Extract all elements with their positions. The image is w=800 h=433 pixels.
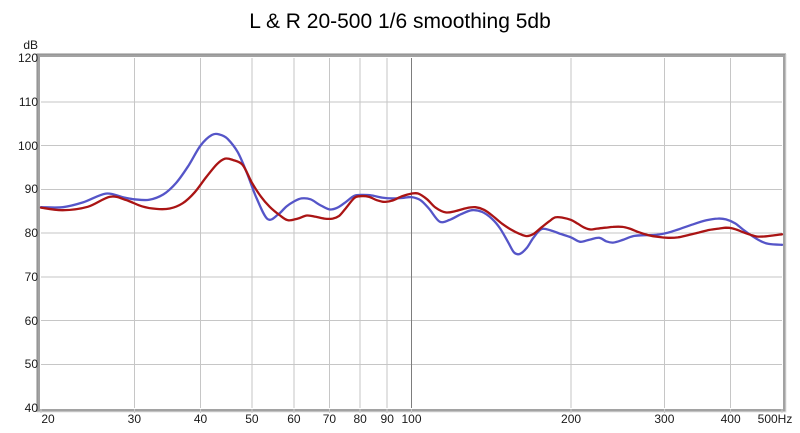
- y-tick-label: 90: [24, 182, 38, 197]
- x-tick-label: 20: [41, 412, 55, 426]
- x-tick-label: 30: [127, 412, 141, 426]
- x-tick-label: 70: [322, 412, 337, 426]
- x-tick-label: 200: [561, 412, 582, 426]
- y-axis-unit-label: dB: [23, 38, 38, 52]
- x-tick-label: 90: [380, 412, 394, 426]
- y-tick-label: 60: [24, 313, 38, 328]
- x-tick-label: 60: [287, 412, 301, 426]
- x-tick-label: 50: [245, 412, 259, 426]
- y-tick-label: 110: [18, 94, 38, 109]
- trace-l: [39, 132, 784, 256]
- x-tick-label: 80: [353, 412, 367, 426]
- y-tick-label: 120: [17, 51, 38, 65]
- y-tick-label: 70: [24, 269, 38, 284]
- plot-border-shadow-bottomright: [37, 54, 787, 413]
- x-tick-label: 100: [401, 412, 422, 426]
- plot-border-highlight-topleft: [36, 53, 786, 412]
- y-tick-label: 50: [24, 357, 38, 372]
- trace-r: [39, 157, 784, 239]
- y-tick-label: 40: [24, 401, 38, 415]
- x-tick-label: 500Hz: [757, 412, 793, 426]
- x-tick-label: 300: [654, 412, 675, 426]
- chart-title: L & R 20-500 1/6 smoothing 5db: [249, 10, 551, 33]
- y-tick-label: 100: [17, 138, 38, 153]
- x-tick-label: 40: [193, 412, 208, 426]
- y-tick-label: 80: [24, 226, 38, 240]
- x-tick-label: 400: [720, 412, 741, 426]
